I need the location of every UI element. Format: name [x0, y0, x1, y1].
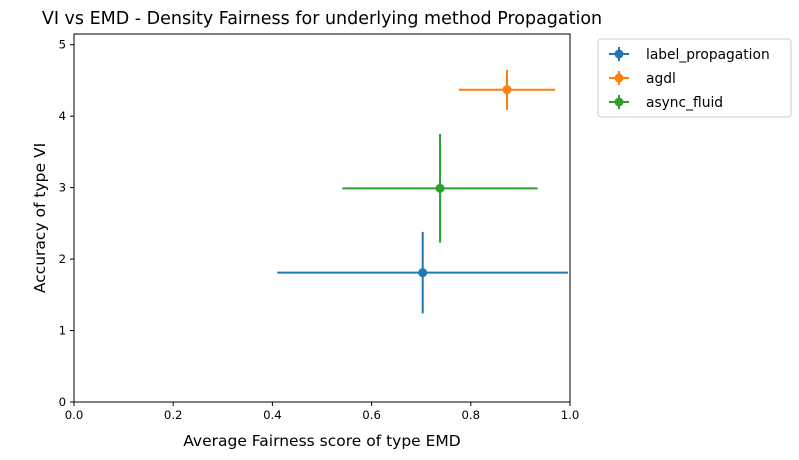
series-async-fluid: [342, 134, 538, 243]
y-axis-label: Accuracy of type VI: [31, 143, 49, 293]
y-tick-label: 5: [59, 38, 66, 52]
legend-marker: [614, 49, 624, 59]
legend-label: agdl: [646, 71, 676, 87]
series-label-propagation: [277, 231, 569, 314]
legend-item: agdl: [609, 71, 676, 87]
x-tick-label: 0.6: [362, 408, 381, 422]
y-tick-label: 0: [59, 395, 66, 409]
x-tick-label: 0.4: [263, 408, 282, 422]
data-point: [418, 268, 428, 278]
legend-frame: [597, 38, 792, 118]
legend-marker: [614, 97, 624, 107]
y-axis: 0 1 2 3 4 5: [59, 38, 74, 409]
series-agdl: [458, 69, 556, 110]
x-tick-label: 1.0: [561, 408, 580, 422]
legend-item: async_fluid: [609, 95, 723, 111]
y-tick-label: 1: [59, 324, 66, 338]
x-tick-label: 0.2: [164, 408, 183, 422]
y-tick-label: 2: [59, 252, 66, 266]
legend-item: label_propagation: [609, 47, 770, 63]
plot-area: [73, 33, 571, 403]
data-point: [502, 85, 512, 95]
x-tick-label: 0.0: [65, 408, 84, 422]
x-axis: 0.0 0.2 0.4 0.6 0.8 1.0: [65, 402, 580, 422]
series-layer: [277, 69, 569, 314]
data-point: [435, 183, 445, 193]
y-tick-label: 3: [59, 181, 66, 195]
x-axis-label: Average Fairness score of type EMD: [183, 432, 461, 450]
legend-label: label_propagation: [646, 47, 770, 63]
chart-title: VI vs EMD - Density Fairness for underly…: [42, 9, 602, 29]
y-tick-label: 4: [59, 109, 66, 123]
legend-label: async_fluid: [646, 95, 723, 111]
plot-frame: [73, 33, 571, 403]
legend-marker: [614, 73, 624, 83]
x-tick-label: 0.8: [462, 408, 481, 422]
